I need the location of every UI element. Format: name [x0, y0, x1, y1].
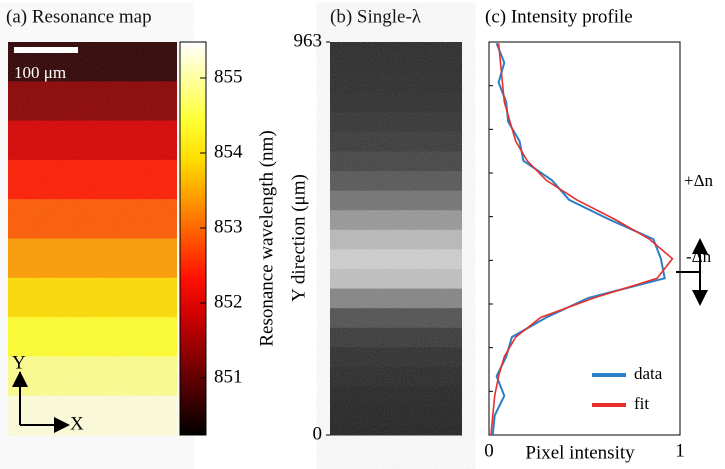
panel-a-title: (a) Resonance map: [6, 6, 152, 27]
colorbar-tick-label: 855: [214, 66, 243, 87]
y-tick-label: 963: [294, 30, 323, 51]
annotation: +Δn: [684, 171, 714, 190]
colorbar-tick-label: 852: [214, 291, 243, 312]
axis-x-label: X: [70, 413, 84, 434]
colorbar: [179, 41, 207, 436]
plot-frame: [488, 41, 681, 436]
annotation: -Δn: [686, 247, 712, 266]
legend-label: fit: [634, 394, 649, 413]
colorbar-label: Resonance wavelength (nm): [256, 130, 277, 346]
axis-y-label: Y: [12, 352, 26, 373]
colorbar-tick-label: 851: [214, 366, 243, 387]
texture: [8, 42, 177, 435]
legend-label: data: [634, 364, 663, 383]
series-line: [490, 43, 674, 436]
scale-bar-label: 100 μm: [14, 63, 66, 82]
colorbar-tick-label: 854: [214, 141, 243, 162]
x-tick-label: 1: [675, 440, 685, 461]
texture: [330, 42, 462, 435]
panel-b-title: (b) Single-λ: [330, 6, 422, 27]
x-tick-label: 0: [484, 440, 494, 461]
colorbar-tick-label: 853: [214, 216, 243, 237]
y-tick-label: 0: [313, 423, 323, 444]
panel-c-title: (c) Intensity profile: [485, 6, 633, 27]
x-axis-label: Pixel intensity: [525, 442, 635, 463]
y-axis-label: Y direction (μm): [288, 174, 309, 302]
